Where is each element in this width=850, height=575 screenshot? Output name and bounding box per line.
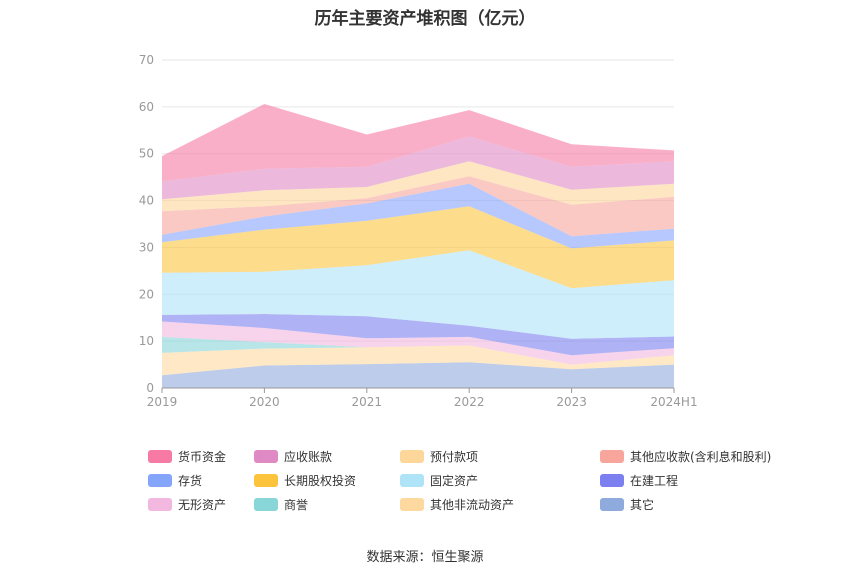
legend-label: 商誉 (284, 498, 309, 512)
legend-swatch (148, 498, 172, 511)
y-tick-label: 60 (139, 100, 154, 114)
area-series (162, 104, 674, 388)
axes: 0 10 20 30 40 50 60 70 2019 2020 2021 2022 2023 2024H… (139, 53, 698, 409)
legend-item[interactable]: 无形资产 (148, 496, 226, 513)
area-series-存货 (162, 183, 674, 249)
legend-swatch (600, 498, 624, 511)
area-series-商誉 (162, 336, 674, 365)
x-tick-label: 2024H1 (650, 395, 697, 409)
legend-label: 其他非流动资产 (430, 498, 515, 512)
legend-item[interactable]: 其他应收款(含利息和股利) (600, 448, 771, 465)
x-tick-label: 2020 (249, 395, 280, 409)
legend-swatch (148, 450, 172, 463)
y-tick-label: 10 (139, 334, 154, 348)
x-tick-label: 2021 (352, 395, 383, 409)
legend-label: 无形资产 (178, 498, 227, 512)
legend-swatch (400, 498, 424, 511)
legend-item[interactable]: 预付款项 (400, 448, 478, 465)
y-tick-label: 20 (139, 287, 154, 301)
area-series-固定资产 (162, 250, 674, 339)
legend-item[interactable]: 其它 (600, 496, 654, 513)
legend-swatch (600, 450, 624, 463)
legend-item[interactable]: 存货 (148, 472, 202, 489)
y-tick-label: 30 (139, 240, 154, 254)
area-series-预付款项 (162, 161, 674, 212)
y-tick-label: 0 (146, 381, 154, 395)
legend-swatch (254, 498, 278, 511)
x-tick-label: 2019 (147, 395, 178, 409)
legend-swatch (254, 474, 278, 487)
area-series-长期股权投资 (162, 206, 674, 289)
legend-label: 其它 (630, 498, 655, 512)
legend-item[interactable]: 货币资金 (148, 448, 226, 465)
legend-label: 长期股权投资 (284, 474, 357, 488)
x-tick-label: 2023 (556, 395, 587, 409)
legend-label: 货币资金 (178, 450, 227, 464)
legend-label: 应收账款 (284, 450, 333, 464)
y-tick-label: 50 (139, 147, 154, 161)
legend-label: 在建工程 (630, 474, 679, 488)
legend-item[interactable]: 其他非流动资产 (400, 496, 514, 513)
y-tick-label: 70 (139, 53, 154, 67)
legend-item[interactable]: 在建工程 (600, 472, 678, 489)
area-series-无形资产 (162, 321, 674, 365)
area-series-其它 (162, 362, 674, 388)
area-series-货币资金 (162, 104, 674, 182)
legend-label: 存货 (178, 474, 203, 488)
legend-item[interactable]: 长期股权投资 (254, 472, 356, 489)
source-note: 数据来源：恒生聚源 (366, 550, 484, 565)
legend-item[interactable]: 应收账款 (254, 448, 332, 465)
area-series-应收账款 (162, 136, 674, 200)
legend-swatch (148, 474, 172, 487)
legend-item[interactable]: 商誉 (254, 496, 308, 513)
legend-swatch (254, 450, 278, 463)
legend-item[interactable]: 固定资产 (400, 472, 478, 489)
x-tick-label: 2022 (454, 395, 485, 409)
legend-label: 预付款项 (430, 450, 479, 464)
legend-swatch (400, 450, 424, 463)
area-series-其他应收款(含利息和股利) (162, 176, 674, 237)
y-tick-label: 40 (139, 194, 154, 208)
legend-label: 其他应收款(含利息和股利) (630, 450, 772, 464)
legend-swatch (400, 474, 424, 487)
area-series-在建工程 (162, 314, 674, 356)
legend-swatch (600, 474, 624, 487)
area-series-其他非流动资产 (162, 345, 674, 376)
legend-label: 固定资产 (430, 474, 479, 488)
chart-title: 历年主要资产堆积图（亿元） (314, 9, 536, 29)
